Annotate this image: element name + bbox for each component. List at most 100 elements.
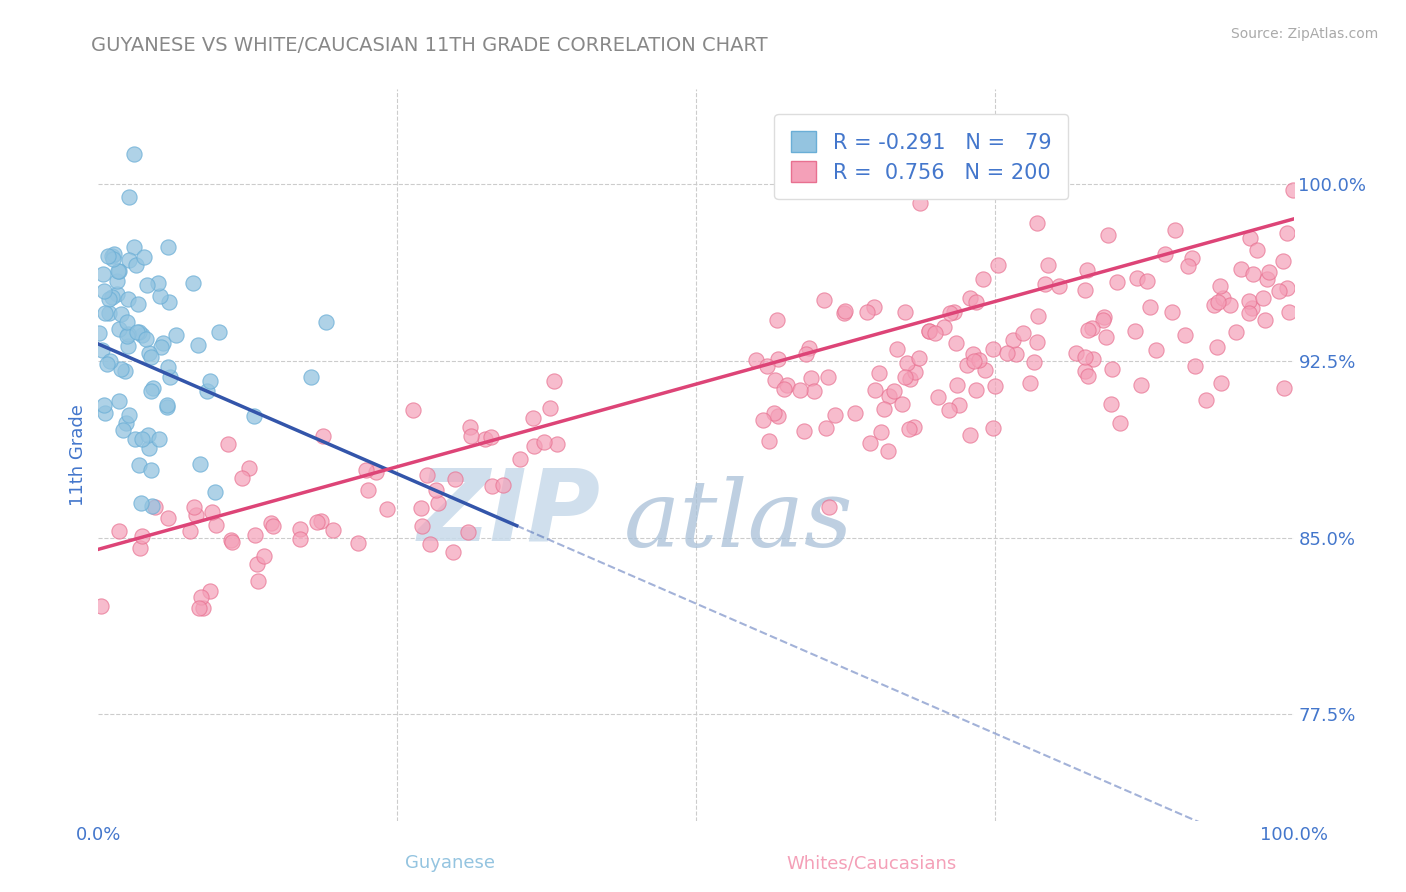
Point: [863, 383, 886, 397]
Point: [181, 277, 204, 291]
Legend: R = -0.291   N =   79, R =  0.756   N = 200: R = -0.291 N = 79, R = 0.756 N = 200: [775, 114, 1069, 199]
Point: [893, 369, 915, 384]
Point: [1083, 351, 1105, 366]
Point: [129, 496, 152, 510]
Point: [794, 346, 817, 360]
Point: [200, 375, 222, 389]
Point: [918, 324, 941, 338]
Point: [125, 258, 148, 272]
Point: [1109, 416, 1132, 430]
Point: [903, 420, 925, 434]
Point: [152, 335, 174, 350]
Point: [129, 541, 152, 555]
Point: [948, 398, 970, 412]
Point: [125, 326, 148, 340]
Point: [105, 274, 128, 288]
Point: [117, 292, 139, 306]
Point: [159, 369, 181, 384]
Text: Whites/Caucasians: Whites/Caucasians: [786, 855, 957, 872]
Point: [479, 429, 502, 443]
Point: [1272, 381, 1295, 395]
Point: [897, 422, 920, 436]
Point: [117, 339, 139, 353]
Point: [1275, 226, 1298, 240]
Point: [1282, 184, 1305, 198]
Point: [444, 472, 467, 486]
Point: [115, 329, 138, 343]
Point: [877, 389, 900, 403]
Point: [156, 240, 179, 254]
Point: [127, 297, 149, 311]
Point: [107, 263, 129, 277]
Point: [364, 465, 387, 479]
Point: [965, 295, 987, 310]
Point: [1184, 359, 1206, 374]
Point: [752, 413, 775, 427]
Point: [288, 522, 311, 536]
Point: [238, 460, 260, 475]
Point: [765, 313, 787, 327]
Point: [758, 434, 780, 448]
Point: [1164, 223, 1187, 237]
Point: [411, 501, 433, 516]
Point: [766, 352, 789, 367]
Point: [927, 390, 949, 404]
Point: [118, 252, 141, 267]
Point: [1174, 327, 1197, 342]
Point: [1077, 323, 1099, 337]
Text: GUYANESE VS WHITE/CAUCASIAN 11TH GRADE CORRELATION CHART: GUYANESE VS WHITE/CAUCASIAN 11TH GRADE C…: [91, 36, 768, 54]
Point: [93, 284, 115, 298]
Point: [776, 378, 799, 392]
Point: [474, 432, 496, 446]
Point: [141, 499, 163, 513]
Point: [204, 518, 226, 533]
Point: [963, 353, 986, 368]
Point: [824, 408, 846, 422]
Point: [543, 375, 565, 389]
Point: [959, 428, 981, 442]
Point: [883, 384, 905, 398]
Point: [1177, 259, 1199, 273]
Point: [492, 477, 515, 491]
Point: [128, 458, 150, 473]
Point: [1144, 343, 1167, 357]
Point: [187, 337, 209, 351]
Point: [131, 432, 153, 446]
Point: [894, 305, 917, 319]
Point: [1206, 294, 1229, 309]
Point: [863, 300, 886, 314]
Point: [103, 246, 125, 260]
Point: [165, 328, 187, 343]
Point: [962, 347, 984, 361]
Point: [458, 420, 481, 434]
Point: [1202, 298, 1225, 312]
Point: [834, 306, 856, 320]
Point: [1209, 279, 1232, 293]
Point: [108, 322, 131, 336]
Point: [103, 252, 125, 267]
Point: [94, 406, 117, 420]
Point: [932, 320, 955, 334]
Point: [93, 398, 115, 412]
Point: [943, 305, 966, 319]
Point: [481, 478, 503, 492]
Point: [242, 409, 264, 423]
Point: [148, 432, 170, 446]
Point: [131, 328, 153, 343]
Point: [1101, 362, 1123, 376]
Point: [1240, 301, 1263, 315]
Point: [924, 326, 946, 340]
Point: [426, 496, 449, 510]
Point: [509, 451, 531, 466]
Point: [188, 601, 211, 615]
Point: [522, 411, 544, 425]
Point: [157, 295, 180, 310]
Point: [1267, 285, 1289, 299]
Point: [1022, 355, 1045, 369]
Point: [110, 362, 132, 376]
Point: [221, 534, 243, 549]
Point: [247, 574, 270, 588]
Point: [1092, 313, 1115, 327]
Point: [1099, 397, 1122, 411]
Point: [108, 393, 131, 408]
